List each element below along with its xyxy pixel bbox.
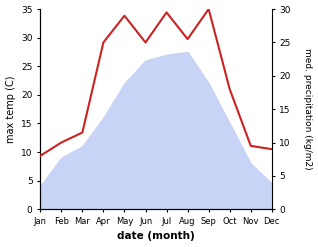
Y-axis label: med. precipitation (kg/m2): med. precipitation (kg/m2) xyxy=(303,48,313,170)
X-axis label: date (month): date (month) xyxy=(117,231,195,242)
Y-axis label: max temp (C): max temp (C) xyxy=(5,75,16,143)
